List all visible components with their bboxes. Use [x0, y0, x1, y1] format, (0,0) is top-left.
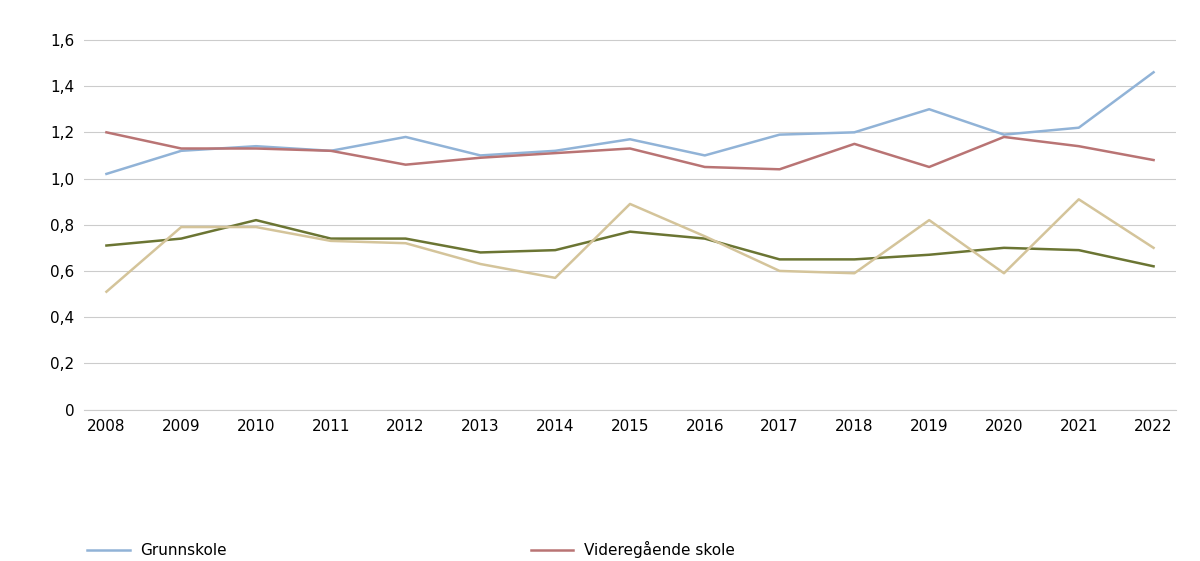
- Grunnskole: [697, 152, 712, 159]
- Videregående skole: [847, 140, 862, 147]
- Videregående skole: [1072, 143, 1086, 150]
- Line: Videregående skole: Videregående skole: [107, 132, 1153, 169]
- Universitets- og høgskoleutdanning, over 4 år: [473, 261, 487, 268]
- Line: Universitets- og høgskoleutdanning, over 4 år: Universitets- og høgskoleutdanning, over…: [107, 199, 1153, 292]
- Videregående skole: [324, 148, 338, 154]
- Grunnskole: [398, 134, 413, 140]
- Grunnskole: [473, 152, 487, 159]
- Universitets- og høgskoleutdanning, over 4 år: [398, 240, 413, 247]
- Videregående skole: [174, 145, 188, 152]
- Universitets- og høgskoleutdanning, 1–4 år: [697, 235, 712, 242]
- Universitets- og høgskoleutdanning, over 4 år: [773, 268, 787, 274]
- Universitets- og høgskoleutdanning, 1–4 år: [248, 217, 263, 223]
- Grunnskole: [922, 106, 936, 113]
- Universitets- og høgskoleutdanning, 1–4 år: [100, 242, 114, 249]
- Grunnskole: [847, 129, 862, 136]
- Universitets- og høgskoleutdanning, 1–4 år: [548, 247, 563, 254]
- Grunnskole: [623, 136, 637, 142]
- Videregående skole: [100, 129, 114, 136]
- Universitets- og høgskoleutdanning, over 4 år: [697, 233, 712, 240]
- Universitets- og høgskoleutdanning, over 4 år: [922, 217, 936, 223]
- Line: Universitets- og høgskoleutdanning, 1–4 år: Universitets- og høgskoleutdanning, 1–4 …: [107, 220, 1153, 266]
- Universitets- og høgskoleutdanning, 1–4 år: [324, 235, 338, 242]
- Universitets- og høgskoleutdanning, 1–4 år: [174, 235, 188, 242]
- Videregående skole: [623, 145, 637, 152]
- Grunnskole: [248, 143, 263, 150]
- Universitets- og høgskoleutdanning, over 4 år: [324, 237, 338, 244]
- Universitets- og høgskoleutdanning, 1–4 år: [1146, 263, 1160, 270]
- Universitets- og høgskoleutdanning, 1–4 år: [1072, 247, 1086, 254]
- Grunnskole: [100, 171, 114, 177]
- Universitets- og høgskoleutdanning, over 4 år: [847, 270, 862, 277]
- Universitets- og høgskoleutdanning, 1–4 år: [997, 245, 1012, 251]
- Videregående skole: [997, 134, 1012, 140]
- Universitets- og høgskoleutdanning, over 4 år: [623, 201, 637, 208]
- Grunnskole: [174, 148, 188, 154]
- Grunnskole: [548, 148, 563, 154]
- Videregående skole: [773, 166, 787, 173]
- Universitets- og høgskoleutdanning, over 4 år: [1146, 245, 1160, 251]
- Universitets- og høgskoleutdanning, over 4 år: [174, 224, 188, 231]
- Universitets- og høgskoleutdanning, over 4 år: [1072, 196, 1086, 203]
- Line: Grunnskole: Grunnskole: [107, 72, 1153, 174]
- Universitets- og høgskoleutdanning, 1–4 år: [473, 249, 487, 256]
- Videregående skole: [473, 154, 487, 161]
- Universitets- og høgskoleutdanning, over 4 år: [248, 224, 263, 231]
- Universitets- og høgskoleutdanning, over 4 år: [100, 288, 114, 295]
- Universitets- og høgskoleutdanning, 1–4 år: [847, 256, 862, 263]
- Universitets- og høgskoleutdanning, 1–4 år: [623, 228, 637, 235]
- Universitets- og høgskoleutdanning, over 4 år: [997, 270, 1012, 277]
- Videregående skole: [1146, 157, 1160, 163]
- Grunnskole: [1072, 125, 1086, 131]
- Videregående skole: [398, 162, 413, 168]
- Universitets- og høgskoleutdanning, over 4 år: [548, 274, 563, 281]
- Videregående skole: [548, 150, 563, 157]
- Videregående skole: [248, 145, 263, 152]
- Grunnskole: [324, 148, 338, 154]
- Universitets- og høgskoleutdanning, 1–4 år: [773, 256, 787, 263]
- Universitets- og høgskoleutdanning, 1–4 år: [922, 251, 936, 258]
- Grunnskole: [773, 131, 787, 138]
- Legend: Grunnskole, Universitets- og høgskoleutdanning, 1–4 år, Videregående skole, Univ: Grunnskole, Universitets- og høgskoleutd…: [80, 535, 941, 561]
- Grunnskole: [997, 131, 1012, 138]
- Universitets- og høgskoleutdanning, 1–4 år: [398, 235, 413, 242]
- Videregående skole: [697, 164, 712, 171]
- Videregående skole: [922, 164, 936, 171]
- Grunnskole: [1146, 69, 1160, 76]
